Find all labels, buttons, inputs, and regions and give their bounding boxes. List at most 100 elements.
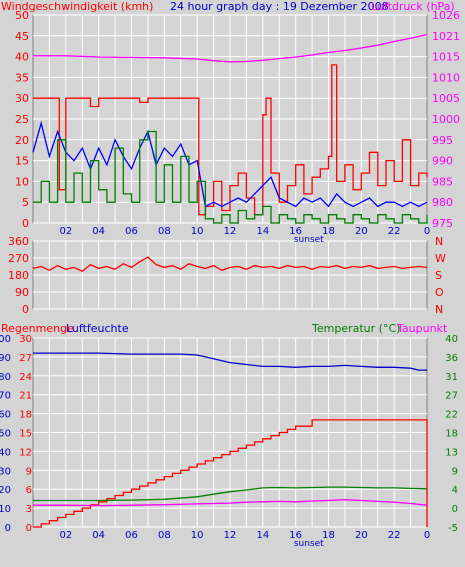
rain-y-tick: 18 [19, 410, 32, 421]
rain-y-tick: 0 [26, 523, 32, 534]
compass-tick: O [435, 286, 444, 299]
pressure-label: Luftdruck (hPa) [371, 0, 455, 13]
humidity-y-tick: 70 [0, 391, 11, 402]
direction-y-tick: 180 [8, 269, 29, 282]
wind-speed-label: Windgeschwindigkeit (kmh) [1, 0, 153, 13]
series-dewpoint [33, 499, 428, 507]
panel3-x-end-tick: 0 [424, 530, 430, 541]
grid-layer [33, 14, 427, 528]
panel3-x-tick: 02 [59, 530, 72, 541]
humidity-y-tick: 60 [0, 410, 11, 421]
dewpoint-label: Taupunkt [396, 322, 448, 335]
series-temperature [33, 486, 428, 502]
temperature-y-tick: 31 [445, 372, 458, 383]
panel1-x-tick: 16 [289, 226, 302, 237]
rain-y-tick: 24 [19, 372, 32, 383]
direction-y-tick: 0 [22, 303, 29, 316]
pressure-y-tick: 1005 [432, 92, 460, 105]
panel1-x-tick: 14 [256, 226, 269, 237]
series-rain [33, 419, 428, 528]
pressure-y-tick: 985 [432, 175, 453, 188]
panel3-x-tick: 08 [158, 530, 171, 541]
temperature-y-tick: 27 [445, 391, 458, 402]
rain-y-tick: 6 [26, 485, 32, 496]
temperature-y-tick: 40 [445, 334, 458, 345]
humidity-y-tick: 50 [0, 429, 11, 440]
panel3-x-tick: 20 [355, 530, 368, 541]
rain-y-tick: 12 [19, 447, 32, 458]
wind-y-tick: 20 [15, 134, 29, 147]
rain-y-tick: 9 [26, 466, 32, 477]
wind-y-tick: 0 [22, 217, 29, 230]
temperature-y-tick: 13 [445, 447, 458, 458]
temperature-y-tick: -5 [448, 523, 458, 534]
chart-title: 24 hour graph day : 19 Dezember 2008 [170, 0, 389, 13]
panel1-x-tick: 12 [224, 226, 237, 237]
pressure-y-tick: 1000 [432, 113, 460, 126]
temperature-y-tick: 22 [445, 410, 458, 421]
panel3-x-tick: 22 [388, 530, 401, 541]
series-humidity [33, 352, 427, 371]
rain-label: Regenmenge [1, 322, 74, 335]
wind-y-tick: 45 [15, 30, 29, 43]
pressure-y-tick: 990 [432, 155, 453, 168]
wind-y-tick: 50 [15, 9, 29, 22]
wind-y-tick: 35 [15, 71, 29, 84]
humidity-y-tick: 30 [0, 466, 11, 477]
panel3-x-tick: 18 [322, 530, 335, 541]
rain-y-tick: 27 [19, 353, 32, 364]
temperature-y-tick: 0 [452, 504, 458, 515]
panel1-x-tick: 08 [158, 226, 171, 237]
panel1-x-tick: 10 [191, 226, 204, 237]
wind-y-tick: 5 [22, 196, 29, 209]
rain-y-tick: 30 [19, 334, 32, 345]
wind-y-tick: 40 [15, 51, 29, 64]
temperature-label: Temperatur (°C) [311, 322, 400, 335]
wind-y-tick: 30 [15, 92, 29, 105]
humidity-y-tick: 20 [0, 485, 11, 496]
wind-y-tick: 15 [15, 155, 29, 168]
panel1-sunset-label: sunset [294, 235, 324, 245]
panel3-x-tick: 06 [125, 530, 138, 541]
series-pressure [33, 33, 428, 63]
direction-y-tick: 90 [15, 286, 29, 299]
pressure-y-tick: 980 [432, 196, 453, 209]
panel1-x-tick: 06 [125, 226, 138, 237]
panel3-sunset-label: sunset [294, 539, 324, 549]
humidity-y-tick: 40 [0, 447, 11, 458]
pressure-y-tick: 1010 [432, 71, 460, 84]
marks-layer [32, 33, 428, 528]
compass-tick: W [435, 252, 446, 265]
series-low [33, 130, 428, 224]
panel3-x-tick: 16 [289, 530, 302, 541]
temperature-y-tick: 9 [452, 466, 458, 477]
direction-y-tick: 270 [8, 252, 29, 265]
wind-y-tick: 25 [15, 113, 29, 126]
pressure-y-tick: 975 [432, 217, 453, 230]
temperature-y-tick: 4 [452, 485, 458, 496]
pressure-y-tick: 1021 [432, 30, 460, 43]
panel3-x-tick: 10 [191, 530, 204, 541]
panel3-x-tick: 12 [224, 530, 237, 541]
humidity-y-tick: 80 [0, 372, 11, 383]
humidity-y-tick: 10 [0, 504, 11, 515]
humidity-y-tick: 100 [0, 334, 11, 345]
panel1-x-end-tick: 0 [424, 226, 430, 237]
humidity-y-tick: 0 [5, 523, 11, 534]
rain-y-tick: 15 [19, 429, 32, 440]
compass-tick: N [435, 303, 443, 316]
compass-tick: S [435, 269, 442, 282]
panel1-x-tick: 18 [322, 226, 335, 237]
rain-y-tick: 21 [19, 391, 32, 402]
panel1-x-tick: 04 [92, 226, 105, 237]
compass-tick: N [435, 235, 443, 248]
pressure-y-tick: 1015 [432, 51, 460, 64]
series-avg [32, 120, 428, 208]
series-direction [32, 256, 428, 272]
panel3-x-tick: 14 [256, 530, 269, 541]
series-gust [33, 64, 428, 216]
humidity-y-tick: 90 [0, 353, 11, 364]
